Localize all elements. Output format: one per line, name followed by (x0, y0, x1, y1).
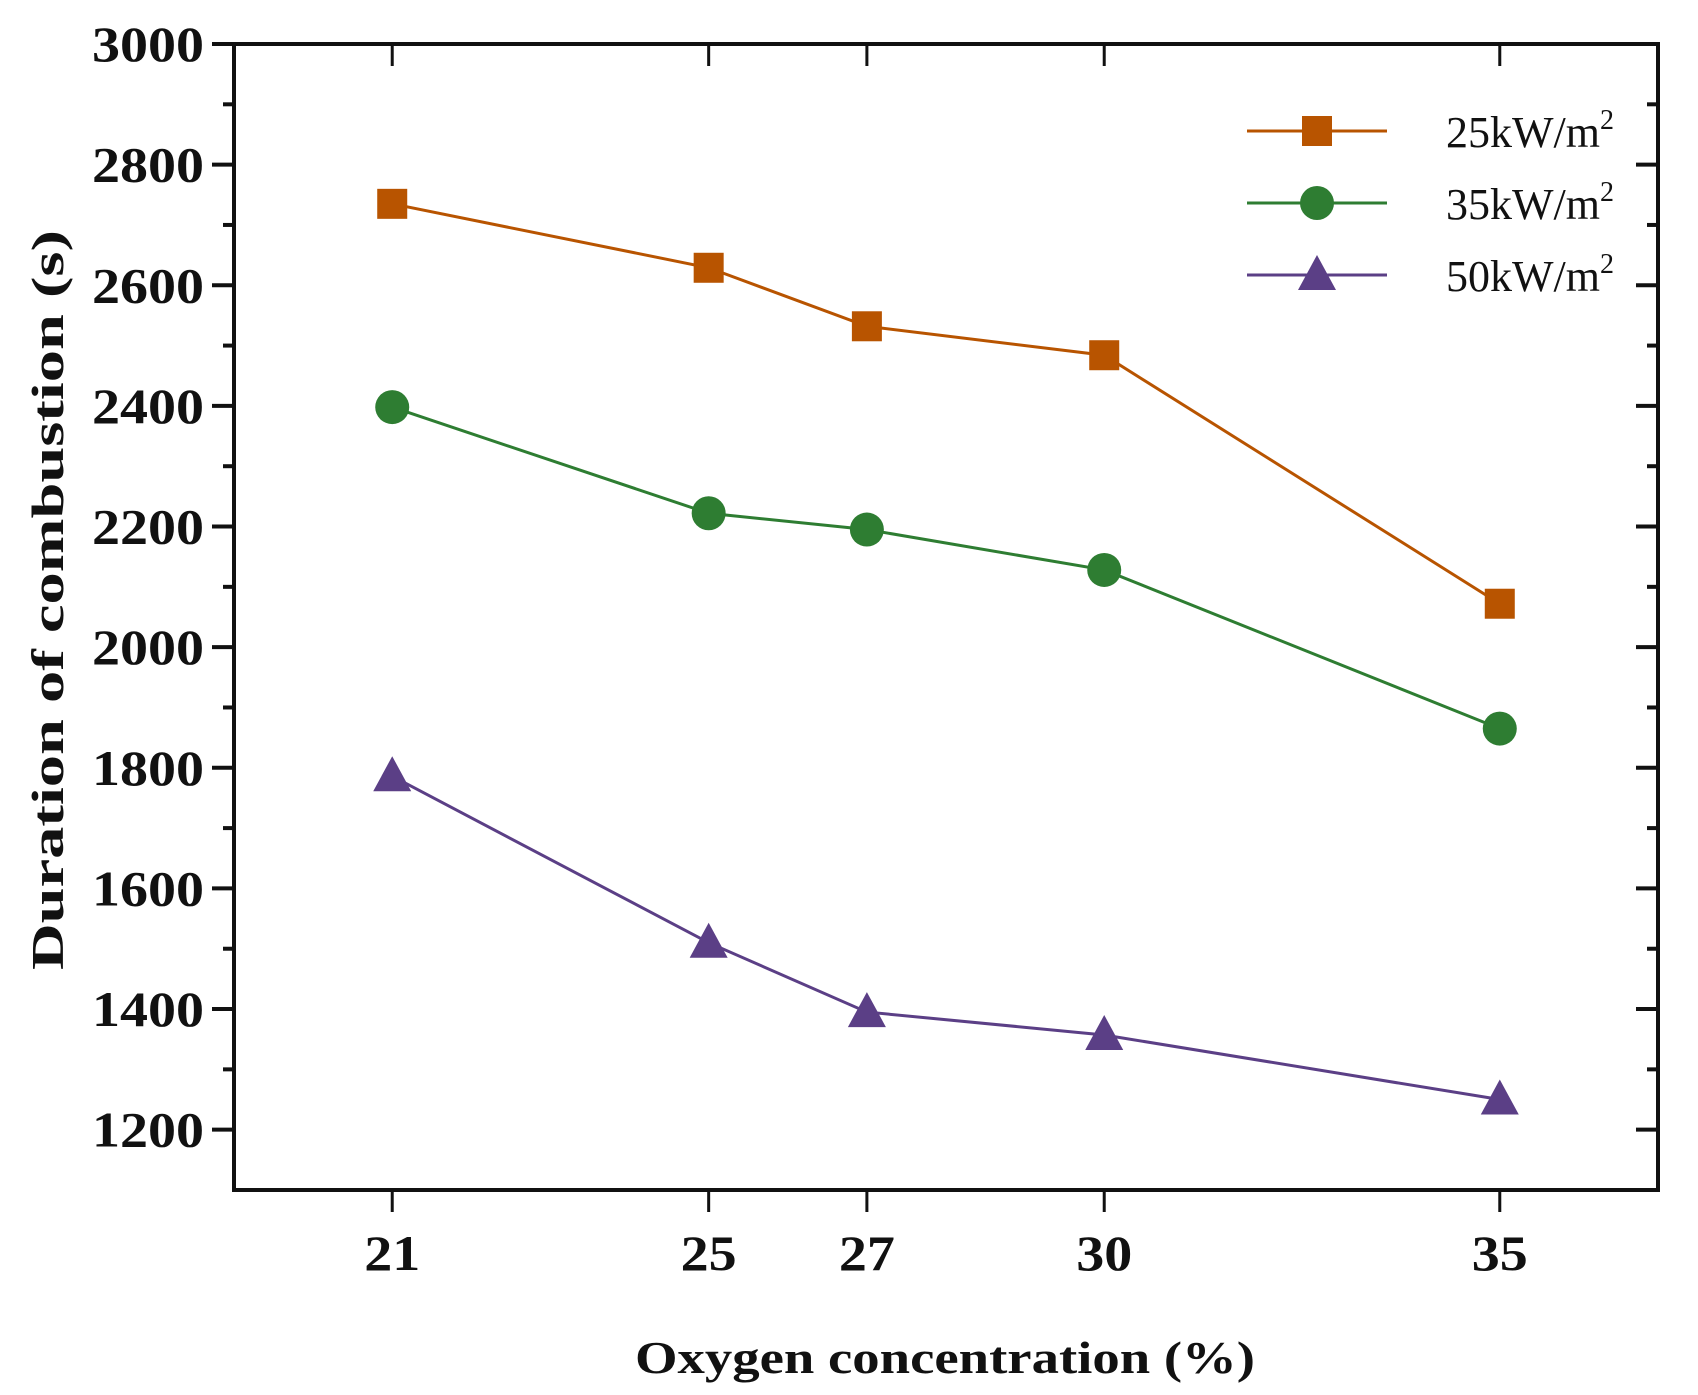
series-1 (375, 390, 1517, 746)
series-line (391, 774, 1501, 1102)
data-point-triangle (689, 922, 728, 958)
y-tick-label: 1200 (92, 1102, 204, 1158)
data-point-circle (375, 390, 410, 425)
y-tick-label: 1800 (92, 740, 204, 796)
data-point-square (851, 311, 882, 342)
data-point-circle (849, 512, 884, 547)
y-tick-label: 2200 (92, 499, 204, 555)
data-point-square (1089, 340, 1120, 371)
series-0 (377, 188, 1515, 619)
y-tick-label: 2800 (92, 137, 204, 193)
x-tick-label: 25 (681, 1225, 737, 1281)
legend-item: 50kW/m2 (1247, 249, 1614, 301)
x-axis-title: Oxygen concentration (%) (635, 1332, 1255, 1383)
legend-marker-triangle (1298, 255, 1336, 290)
x-tick-label: 27 (839, 1225, 895, 1281)
legend-label-text: 50kW/m (1446, 252, 1600, 301)
plot-frame (232, 42, 1660, 1192)
data-point-circle (1482, 711, 1517, 746)
y-tick-label: 2000 (92, 619, 204, 675)
x-tick-label: 35 (1472, 1225, 1528, 1281)
data-point-triangle (373, 756, 412, 792)
legend-label-superscript: 2 (1600, 177, 1614, 208)
data-point-circle (691, 496, 726, 531)
data-point-square (1484, 588, 1515, 619)
legend-item: 35kW/m2 (1247, 177, 1614, 229)
y-tick-label: 1400 (92, 981, 204, 1037)
data-point-circle (1087, 552, 1122, 587)
series-line (391, 405, 1501, 730)
axes: 1200 1400 1600 1800 2000 2200 2400 2600 2800 3000… (92, 16, 1660, 1281)
y-tick-label: 1600 (92, 860, 204, 916)
legend-label-superscript: 2 (1600, 105, 1614, 136)
legend-label-text: 35kW/m (1446, 180, 1600, 229)
series-group (373, 188, 1519, 1115)
legend-marker-square (1302, 116, 1332, 146)
legend-item: 25kW/m2 (1247, 105, 1614, 157)
y-tick-label: 2600 (92, 257, 204, 313)
legend-label: 50kW/m2 (1446, 249, 1614, 301)
x-tick-label: 30 (1076, 1225, 1132, 1281)
data-point-triangle (1085, 1014, 1124, 1050)
data-point-square (377, 188, 408, 219)
y-tick-label: 3000 (92, 16, 204, 72)
legend-marker-circle (1300, 186, 1334, 220)
legend-label-superscript: 2 (1600, 249, 1614, 280)
legend-label: 25kW/m2 (1446, 105, 1614, 157)
legend-label: 35kW/m2 (1446, 177, 1614, 229)
y-tick-label: 2400 (92, 378, 204, 434)
series-2 (373, 756, 1519, 1115)
legend-label-text: 25kW/m (1446, 108, 1600, 157)
data-point-triangle (847, 992, 886, 1028)
data-point-square (693, 252, 724, 283)
y-axis-title: Duration of combustion (s) (22, 230, 73, 970)
data-point-triangle (1480, 1079, 1519, 1115)
x-tick-label: 21 (364, 1225, 420, 1281)
